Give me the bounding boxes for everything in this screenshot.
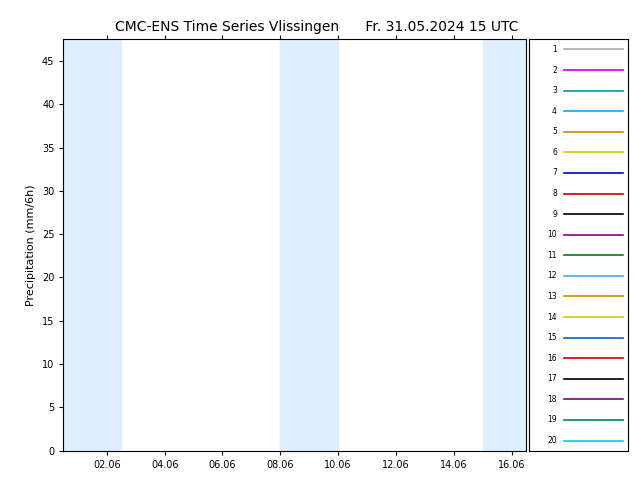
Text: 14: 14 <box>547 313 557 321</box>
Text: 5: 5 <box>552 127 557 136</box>
Text: 19: 19 <box>547 416 557 424</box>
Text: 20: 20 <box>547 436 557 445</box>
Text: 6: 6 <box>552 148 557 157</box>
Text: 10: 10 <box>547 230 557 239</box>
Text: 11: 11 <box>547 251 557 260</box>
Text: 2: 2 <box>552 66 557 74</box>
Text: 1: 1 <box>552 45 557 54</box>
Text: 16: 16 <box>547 354 557 363</box>
Text: 3: 3 <box>552 86 557 95</box>
Text: 8: 8 <box>552 189 557 198</box>
Text: 4: 4 <box>552 107 557 116</box>
Text: 7: 7 <box>552 169 557 177</box>
Text: CMC-ENS Time Series Vlissingen      Fr. 31.05.2024 15 UTC: CMC-ENS Time Series Vlissingen Fr. 31.05… <box>115 20 519 34</box>
Text: 18: 18 <box>547 395 557 404</box>
Bar <box>63 39 121 451</box>
Y-axis label: Precipitation (mm/6h): Precipitation (mm/6h) <box>27 184 36 306</box>
Text: 15: 15 <box>547 333 557 342</box>
Bar <box>280 39 338 451</box>
Text: 13: 13 <box>547 292 557 301</box>
Bar <box>483 39 526 451</box>
Text: 12: 12 <box>547 271 557 280</box>
Text: 9: 9 <box>552 210 557 219</box>
Text: 17: 17 <box>547 374 557 383</box>
